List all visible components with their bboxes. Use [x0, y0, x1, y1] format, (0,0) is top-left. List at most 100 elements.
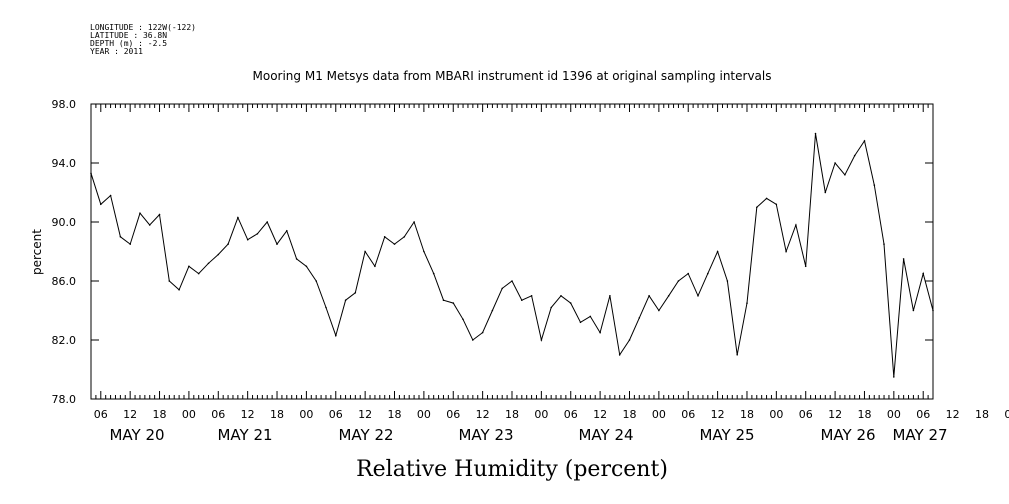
- data-point: [736, 354, 738, 356]
- data-point: [119, 236, 122, 238]
- data-point: [148, 224, 151, 226]
- data-point: [795, 224, 797, 226]
- axis-ticks: [90, 103, 934, 400]
- x-day-label: MAY 21: [217, 426, 272, 444]
- data-point: [256, 233, 259, 235]
- y-axis-label: percent: [30, 229, 44, 275]
- data-point: [491, 309, 494, 312]
- data-point: [217, 253, 220, 256]
- data-point: [178, 289, 180, 291]
- x-hour-label: 18: [388, 408, 402, 421]
- x-hour-label: 12: [828, 408, 842, 421]
- data-point: [863, 140, 866, 142]
- data-point: [374, 265, 376, 268]
- data-point: [687, 272, 689, 275]
- y-tick-label: 94.0: [52, 157, 77, 170]
- x-hour-labels: 06 12 18 00 06 12 18 00 06 12 18 00 06 12 18 00 06 12 18 00…: [94, 408, 1009, 421]
- x-hour-label: 00: [1004, 408, 1009, 421]
- y-tick-label: 82.0: [52, 334, 77, 347]
- data-point: [765, 197, 768, 200]
- data-point: [883, 243, 885, 245]
- x-hour-label: 06: [329, 408, 343, 421]
- data-point: [716, 250, 719, 253]
- data-point: [814, 132, 817, 135]
- x-hour-label: 06: [799, 408, 813, 421]
- data-point: [579, 321, 582, 324]
- data-point: [521, 299, 523, 302]
- data-point: [266, 221, 269, 223]
- y-tick-label: 78.0: [52, 393, 77, 406]
- data-point: [100, 203, 102, 206]
- data-point: [804, 265, 807, 268]
- data-point: [697, 295, 699, 297]
- data-point: [139, 212, 141, 214]
- x-day-label: MAY 27: [892, 426, 947, 444]
- data-point: [667, 295, 670, 297]
- x-hour-label: 06: [211, 408, 225, 421]
- x-hour-label: 18: [857, 408, 871, 421]
- data-point: [893, 376, 895, 378]
- x-hour-label: 18: [505, 408, 519, 421]
- data-point: [207, 262, 210, 265]
- data-point: [325, 306, 327, 309]
- data-point: [227, 243, 229, 245]
- data-point: [628, 339, 631, 341]
- meta-line: DEPTH (m) : -2.5: [90, 39, 167, 48]
- x-hour-label: 12: [476, 408, 490, 421]
- x-hour-label: 00: [887, 408, 901, 421]
- data-point: [540, 339, 543, 341]
- data-point: [511, 280, 513, 282]
- data-point: [442, 299, 445, 302]
- data-point: [746, 302, 748, 304]
- data-point: [276, 243, 278, 245]
- data-point: [109, 194, 112, 197]
- data-point: [922, 272, 924, 275]
- data-point: [413, 221, 415, 223]
- data-point: [462, 318, 464, 321]
- data-point: [775, 203, 778, 206]
- data-point: [834, 162, 836, 164]
- meta-line: LONGITUDE : 122W(-122): [90, 23, 196, 32]
- data-point: [344, 299, 347, 302]
- x-hour-label: 00: [299, 408, 313, 421]
- x-hour-label: 12: [241, 408, 255, 421]
- data-point: [785, 250, 787, 253]
- x-hour-label: 06: [916, 408, 930, 421]
- data-point: [589, 315, 592, 318]
- data-point: [188, 265, 190, 268]
- data-point: [912, 309, 915, 312]
- data-point: [305, 265, 308, 268]
- x-hour-label: 06: [446, 408, 460, 421]
- data-point: [569, 302, 572, 304]
- data-point: [853, 154, 856, 157]
- data-point: [383, 236, 386, 238]
- data-point: [638, 317, 641, 319]
- data-point: [129, 243, 131, 245]
- x-hour-label: 18: [270, 408, 284, 421]
- data-point: [286, 230, 288, 232]
- data-point: [158, 213, 161, 216]
- data-point: [168, 280, 171, 282]
- data-point: [335, 334, 337, 337]
- x-hour-label: 06: [564, 408, 578, 421]
- data-point: [844, 174, 846, 176]
- x-hour-label: 18: [153, 408, 167, 421]
- y-tick-label: 86.0: [52, 275, 77, 288]
- series-points: [90, 132, 934, 378]
- data-point: [932, 309, 934, 312]
- humidity-series-line: [90, 133, 934, 377]
- data-point: [432, 272, 435, 275]
- data-point: [726, 280, 729, 282]
- data-point: [902, 258, 905, 260]
- x-hour-label: 00: [417, 408, 431, 421]
- data-point: [609, 295, 611, 297]
- data-point: [530, 295, 533, 297]
- x-hour-label: 12: [946, 408, 960, 421]
- data-point: [658, 309, 660, 312]
- data-point: [599, 331, 601, 334]
- x-hour-label: 00: [769, 408, 783, 421]
- data-point: [873, 184, 876, 186]
- x-hour-label: 12: [358, 408, 372, 421]
- x-day-labels: MAY 20 MAY 21 MAY 22 MAY 23 MAY 24 MAY 25 MAY …: [109, 426, 947, 444]
